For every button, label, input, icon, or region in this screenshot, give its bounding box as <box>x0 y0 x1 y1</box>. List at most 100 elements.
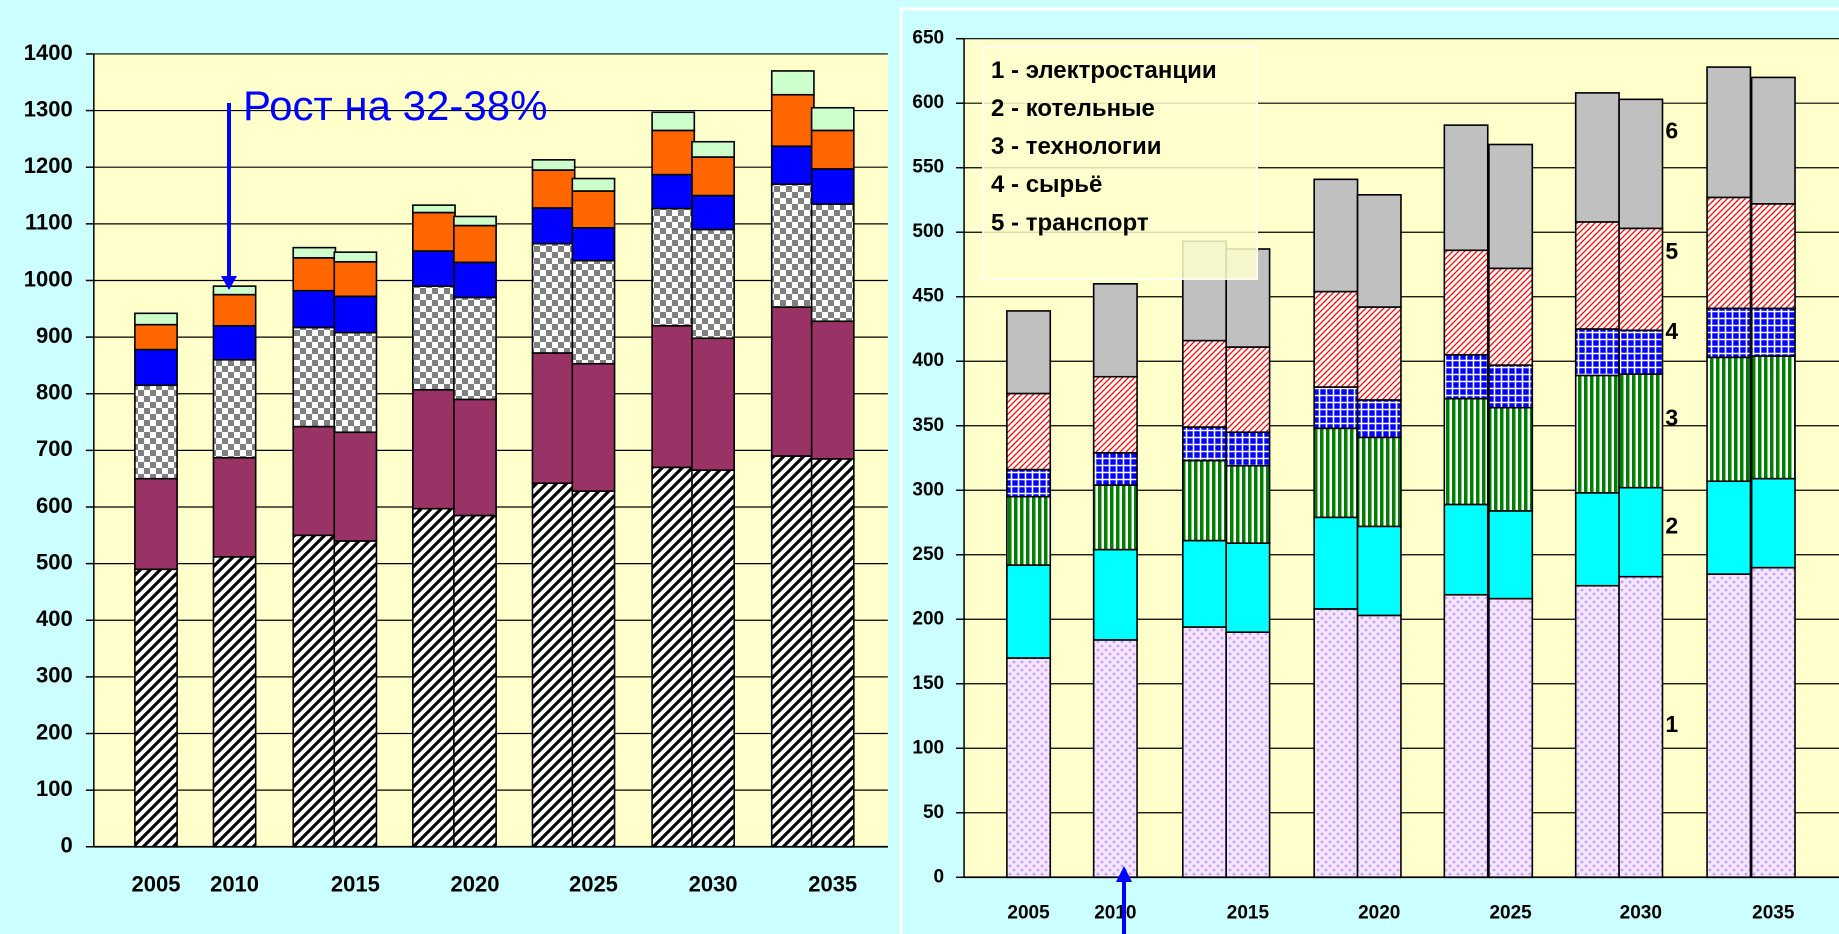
bar-segment <box>134 477 178 571</box>
bar-segment <box>134 568 178 848</box>
bar-segment <box>1356 525 1402 617</box>
bar-segment <box>1488 597 1534 879</box>
segment-label: 5 <box>1665 238 1678 264</box>
legend-entry: 3 - технологии <box>991 133 1161 160</box>
bar-segment <box>1182 539 1227 628</box>
bar-segment <box>1313 608 1359 879</box>
bar-segment <box>1092 548 1138 641</box>
bar-segment <box>571 490 616 848</box>
bar-segment <box>810 203 855 323</box>
bar-segment <box>453 296 497 401</box>
bar-segment <box>1313 516 1359 610</box>
bar-segment <box>691 228 735 340</box>
x-tick-label: 2035 <box>1752 903 1795 924</box>
bar-segment <box>1182 626 1227 879</box>
legend-entry: 2 - котельные <box>991 95 1155 122</box>
y-tick-label: 100 <box>36 776 73 801</box>
bar-segment <box>1356 436 1402 528</box>
bar-segment <box>1313 290 1359 388</box>
bar-segment <box>1443 593 1489 879</box>
bar-segment <box>571 259 616 365</box>
bar-segment <box>1750 307 1796 357</box>
arrow-left <box>221 103 237 290</box>
bar-segment <box>212 456 257 558</box>
bar-segment <box>770 145 815 186</box>
bar-segment <box>810 168 855 205</box>
y-tick-label: 550 <box>912 157 944 178</box>
bar-segment <box>571 362 616 492</box>
bar-segment <box>1182 459 1227 542</box>
bar-segment <box>691 140 735 158</box>
bar-segment <box>571 177 616 192</box>
bar-segment <box>691 194 735 231</box>
bar-segment <box>1225 431 1271 467</box>
y-tick-label: 350 <box>912 415 944 436</box>
bar-segment <box>1443 124 1489 252</box>
bar-segment <box>691 337 735 471</box>
bar-segment <box>651 466 696 848</box>
bar-segment <box>1488 143 1534 270</box>
bar-segment <box>1006 657 1052 879</box>
bar-segment <box>1706 573 1752 879</box>
bar-segment <box>691 156 735 197</box>
bar-segment <box>1618 98 1664 230</box>
bar-segment <box>1618 486 1664 578</box>
y-tick-label: 400 <box>36 606 73 631</box>
bar-segment <box>1574 374 1620 494</box>
x-tick-label: 2010 <box>1094 903 1136 924</box>
bar-segment <box>333 331 378 434</box>
y-tick-label: 1300 <box>24 96 73 121</box>
bar-segment <box>212 293 257 327</box>
bar-segment <box>1356 399 1402 439</box>
bar-segment <box>1225 631 1271 879</box>
bar-segment <box>1706 307 1752 359</box>
bar-segment <box>770 183 815 308</box>
bar-segment <box>1488 364 1534 409</box>
bar-segment <box>212 324 257 361</box>
bar-segment <box>1006 310 1052 395</box>
bar-segment <box>134 384 178 480</box>
bar-segment <box>1488 406 1534 512</box>
bar-segment <box>1618 373 1664 489</box>
y-tick-label: 300 <box>36 663 73 688</box>
bar-segment <box>531 482 576 848</box>
bar-segment <box>1706 196 1752 310</box>
y-tick-label: 1000 <box>24 266 73 291</box>
y-tick-label: 300 <box>912 479 944 500</box>
x-tick-label: 2030 <box>1620 903 1662 924</box>
bar-segment <box>1750 355 1796 480</box>
y-tick-label: 100 <box>912 737 944 758</box>
bar-segment <box>1092 375 1138 454</box>
segment-label: 4 <box>1665 318 1678 344</box>
bar-segment <box>651 111 696 132</box>
x-tick-label: 2035 <box>808 871 857 896</box>
bar-segment <box>651 129 696 176</box>
bar-segment <box>1356 194 1402 308</box>
bar-segment <box>212 556 257 848</box>
bar-segment <box>1313 427 1359 519</box>
y-tick-label: 1100 <box>25 210 73 235</box>
bar-segment <box>292 534 337 848</box>
y-tick-label: 1200 <box>24 153 73 178</box>
bar-segment <box>453 514 497 848</box>
y-tick-label: 800 <box>36 380 73 405</box>
y-tick-label: 0 <box>934 866 945 887</box>
bar-segment <box>571 227 616 262</box>
bar-segment <box>1443 503 1489 596</box>
right-chart: 0 50 100 150 200 250 300 350 400 450 500 550 600 650 2… <box>912 28 1839 924</box>
bar-segment <box>531 242 576 354</box>
bar-segment <box>292 246 337 259</box>
x-tick-label: 2015 <box>331 871 380 896</box>
bar-segment <box>810 106 855 132</box>
bar-segment <box>691 469 735 848</box>
bar-segment <box>531 207 576 245</box>
bar-segment <box>1092 452 1138 486</box>
bar-segment <box>770 455 815 848</box>
bar-segment <box>1574 492 1620 587</box>
legend-box <box>982 46 1259 280</box>
bar-segment <box>770 70 815 96</box>
y-tick-label: 650 <box>912 28 944 49</box>
bar-segment <box>810 458 855 848</box>
x-tick-label: 2030 <box>689 871 738 896</box>
bar-segment <box>212 358 257 459</box>
